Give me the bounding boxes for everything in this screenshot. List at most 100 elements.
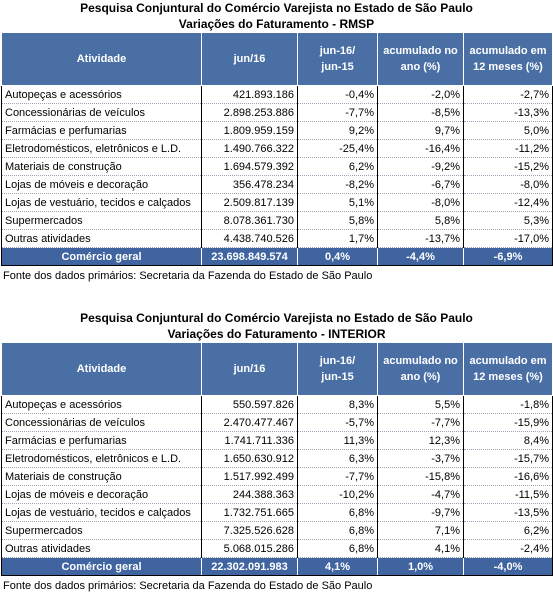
value-cell: 1.490.766.322 [201,139,298,158]
value-cell: -9,2% [377,157,464,176]
table-row: Eletrodomésticos, eletrônicos e L.D. 1.49… [1,139,553,158]
total-value-cell: -4,0% [463,557,553,576]
table-row: Autopeças e acessórios 550.597.826 8,3% 5,5… [1,395,553,414]
activity-cell: Concessionárias de veículos [1,103,202,122]
table-row: Supermercados 8.078.361.730 5,8% 5,8% 5,3% [1,211,553,230]
value-cell: 5,1% [297,193,378,212]
activity-cell: Materiais de construção [1,467,202,486]
header-label: ano (%) [400,61,441,73]
value-cell: -4,7% [377,485,464,504]
header-cell: jun-16/jun-15 [297,342,378,396]
header-label: 12 meses (%) [473,371,543,383]
value-cell: 5,5% [377,395,464,414]
header-label: Atividade [76,363,127,375]
total-label-cell: Comércio geral [1,247,202,266]
value-cell: 5,8% [297,211,378,230]
value-cell: -12,4% [463,193,553,212]
activity-cell: Autopeças e acessórios [1,395,202,414]
value-cell: -13,3% [463,103,553,122]
header-label: jun-15 [321,371,354,383]
value-cell: 1.694.579.392 [201,157,298,176]
value-cell: -8,0% [463,175,553,194]
header-label: Atividade [76,53,127,65]
table-row: Lojas de móveis e decoração 244.388.363 -1… [1,485,553,504]
value-cell: -8,5% [377,103,464,122]
header-row: Atividade jun/16 jun-16/jun-15 acumulado… [1,32,553,86]
table-row: Outras atividades 4.438.740.526 1,7% -13,7%… [1,229,553,248]
value-cell: 11,3% [297,431,378,450]
table-body: Autopeças e acessórios 550.597.826 8,3% 5,5… [1,395,553,576]
table-row: Autopeças e acessórios 421.893.186 -0,4% -2… [1,85,553,104]
revenue-table-interior: Atividade jun/16 jun-16/jun-15 acumulado… [1,342,553,576]
source-note: Fonte dos dados primários: Secretaria da… [3,270,373,282]
value-cell: -2,4% [463,539,553,558]
header-label: ano (%) [400,371,441,383]
value-cell: 5.068.015.286 [201,539,298,558]
rmsp-table-block: Pesquisa Conjuntural do Comércio Varejis… [0,0,553,283]
value-cell: 1,7% [297,229,378,248]
activity-cell: Outras atividades [1,229,202,248]
value-cell: 4.438.740.526 [201,229,298,248]
value-cell: 1.517.992.499 [201,467,298,486]
total-label-cell: Comércio geral [1,557,202,576]
table-subtitle: Variações do Faturamento - INTERIOR [167,327,386,341]
value-cell: -6,7% [377,175,464,194]
value-cell: -15,7% [463,449,553,468]
activity-cell: Materiais de construção [1,157,202,176]
value-cell: -7,7% [377,413,464,432]
header-cell: jun/16 [201,342,298,396]
header-cell: acumulado no ano (%) [377,32,464,86]
value-cell: -13,7% [377,229,464,248]
value-cell: 244.388.363 [201,485,298,504]
value-cell: -7,7% [297,103,378,122]
value-cell: 8,3% [297,395,378,414]
value-cell: -25,4% [297,139,378,158]
header-label: jun/16 [233,53,266,65]
total-value-cell: -4,4% [377,247,464,266]
table-row: Eletrodomésticos, eletrônicos e L.D. 1.65… [1,449,553,468]
header-label: jun-15 [321,61,354,73]
total-value-cell: 23.698.849.574 [201,247,298,266]
value-cell: 7,1% [377,521,464,540]
header-label: acumulado em [469,45,547,57]
activity-cell: Farmácias e perfumarias [1,121,202,140]
header-cell: Atividade [1,342,202,396]
value-cell: 6,2% [297,157,378,176]
total-value-cell: 0,4% [297,247,378,266]
activity-cell: Outras atividades [1,539,202,558]
value-cell: 9,7% [377,121,464,140]
value-cell: -8,0% [377,193,464,212]
value-cell: 5,0% [463,121,553,140]
activity-cell: Lojas de vestuário, tecidos e calçados [1,193,202,212]
value-cell: -15,9% [463,413,553,432]
header-cell: acumulado em 12 meses (%) [463,32,553,86]
value-cell: -3,7% [377,449,464,468]
value-cell: -15,8% [377,467,464,486]
value-cell: -13,5% [463,503,553,522]
activity-cell: Lojas de vestuário, tecidos e calçados [1,503,202,522]
value-cell: -2,0% [377,85,464,104]
value-cell: 6,3% [297,449,378,468]
total-row: Comércio geral 22.302.091.983 4,1% 1,0% -4,0… [1,557,553,576]
table-row: Farmácias e perfumarias 1.809.959.159 9,2%… [1,121,553,140]
table-row: Lojas de vestuário, tecidos e calçados 1.… [1,503,553,522]
activity-cell: Lojas de móveis e decoração [1,175,202,194]
table-row: Outras atividades 5.068.015.286 6,8% 4,1% -2… [1,539,553,558]
table-row: Lojas de vestuário, tecidos e calçados 2.… [1,193,553,212]
value-cell: 5,8% [377,211,464,230]
value-cell: -10,2% [297,485,378,504]
activity-cell: Farmácias e perfumarias [1,431,202,450]
value-cell: 1.741.711.336 [201,431,298,450]
table-row: Materiais de construção 1.694.579.392 6,2%… [1,157,553,176]
activity-cell: Lojas de móveis e decoração [1,485,202,504]
header-row: Atividade jun/16 jun-16/jun-15 acumulado… [1,342,553,396]
total-value-cell: 22.302.091.983 [201,557,298,576]
header-cell: acumulado em 12 meses (%) [463,342,553,396]
value-cell: 2.509.817.139 [201,193,298,212]
header-label: jun-16/ [319,355,356,367]
table-subtitle: Variações do Faturamento - RMSP [178,17,375,31]
source-note: Fonte dos dados primários: Secretaria da… [3,580,373,592]
activity-cell: Autopeças e acessórios [1,85,202,104]
header-cell: acumulado no ano (%) [377,342,464,396]
activity-cell: Supermercados [1,521,202,540]
